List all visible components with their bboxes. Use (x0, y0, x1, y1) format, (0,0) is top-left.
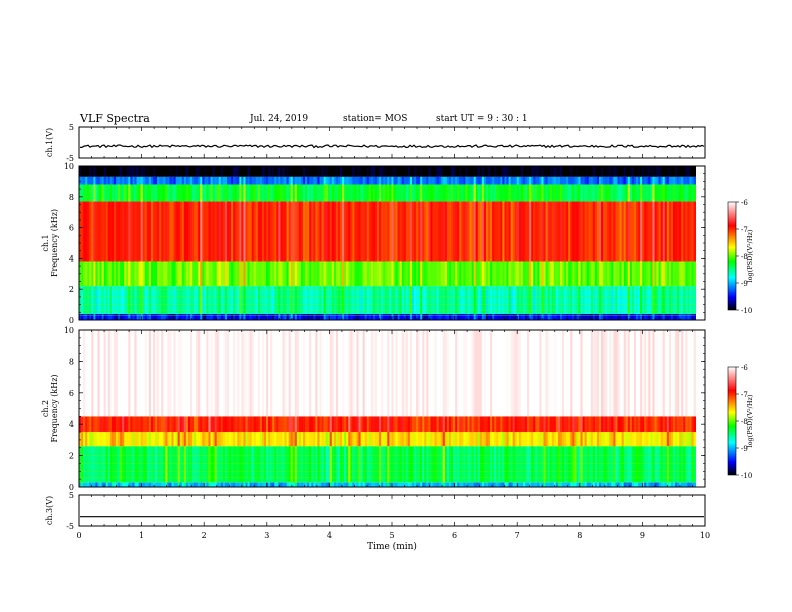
y-axis-label: ch.2 (41, 400, 50, 417)
y-tick-label: 10 (64, 326, 74, 335)
y-tick-label: 5 (69, 123, 74, 132)
y-axis-label: Frequency (kHz) (50, 209, 59, 277)
figure-title: VLF Spectra (80, 112, 150, 125)
station-label: station= MOS (343, 114, 408, 124)
x-axis-label: Time (min) (367, 541, 417, 552)
x-tick-label: 2 (202, 531, 207, 540)
y-axis-label: Frequency (kHz) (50, 374, 59, 442)
y-tick-label: 8 (69, 193, 74, 202)
x-tick-label: 6 (452, 531, 457, 540)
waveform-trace (80, 144, 705, 149)
x-tick-label: 3 (264, 531, 269, 540)
y-axis-label: ch.3(V) (45, 496, 54, 525)
colorbar (727, 201, 737, 311)
colorbar-tick-label: -9 (741, 445, 748, 453)
y-tick-label: 6 (69, 224, 74, 233)
x-tick-label: 7 (515, 531, 520, 540)
date-label: Jul. 24, 2019 (250, 114, 309, 124)
colorbar-tick-label: -7 (741, 391, 748, 399)
colorbar-tick-label: -10 (741, 307, 752, 315)
colorbar (727, 366, 737, 476)
y-tick-label: 2 (69, 452, 74, 461)
x-tick-label: 1 (139, 531, 144, 540)
start-time-label: start UT = 9 : 30 : 1 (436, 114, 528, 124)
y-tick-label: 0 (69, 316, 74, 325)
y-tick-label: 10 (64, 162, 74, 171)
colorbar-label: log(PSD)(V²/Hz) (746, 229, 754, 282)
y-tick-label: 5 (69, 491, 74, 500)
y-tick-label: -5 (66, 522, 74, 531)
colorbar-tick-label: -10 (741, 472, 752, 480)
y-tick-label: 4 (69, 254, 74, 263)
x-tick-label: 8 (577, 531, 582, 540)
x-tick-label: 4 (327, 531, 332, 540)
colorbar-tick-label: -8 (741, 253, 748, 261)
y-tick-label: 2 (69, 285, 74, 294)
x-tick-label: 10 (700, 531, 710, 540)
panel-frame-3 (78, 494, 706, 527)
panel-frame-0 (78, 126, 706, 159)
spectrogram-image (79, 166, 697, 320)
y-tick-label: 6 (69, 389, 74, 398)
y-tick-label: 8 (69, 357, 74, 366)
x-tick-label: 9 (640, 531, 645, 540)
colorbar-tick-label: -6 (741, 199, 748, 207)
y-tick-label: 4 (69, 420, 74, 429)
y-axis-label: ch.1 (41, 234, 50, 251)
colorbar-tick-label: -6 (741, 364, 748, 372)
x-tick-label: 0 (76, 531, 81, 540)
spectrogram-image (79, 330, 697, 487)
colorbar-label: log(PSD)(V²/Hz) (746, 394, 754, 447)
colorbar-tick-label: -8 (741, 418, 748, 426)
colorbar-tick-label: -7 (741, 226, 748, 234)
y-tick-label: 0 (69, 483, 74, 492)
x-tick-label: 5 (389, 531, 394, 540)
y-tick-label: -5 (66, 154, 74, 163)
colorbar-tick-label: -9 (741, 280, 748, 288)
y-axis-label: ch.1(V) (45, 128, 54, 157)
